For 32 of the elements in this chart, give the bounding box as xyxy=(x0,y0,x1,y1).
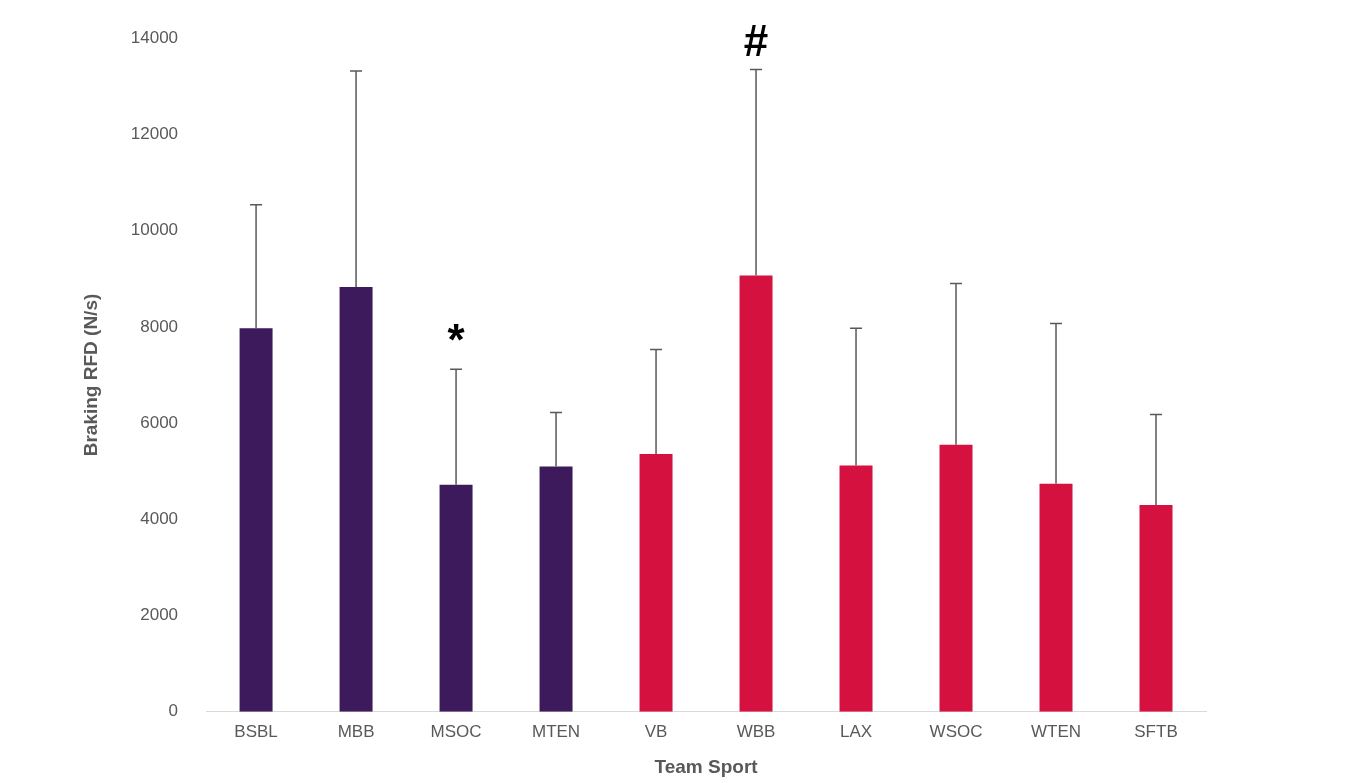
x-tick-label: WTEN xyxy=(1030,721,1082,741)
x-axis-title: Team Sport xyxy=(654,755,759,777)
y-tick-label: 6000 xyxy=(140,412,179,432)
bar xyxy=(239,328,273,712)
bar xyxy=(739,275,773,712)
x-tick-label: MBB xyxy=(337,721,375,741)
x-tick-label: LAX xyxy=(839,721,873,741)
x-tick-label: WBB xyxy=(736,721,776,741)
bar xyxy=(939,444,973,712)
y-axis-title: Braking RFD (N/s) xyxy=(79,293,101,457)
bar xyxy=(639,453,673,712)
x-tick-label: MSOC xyxy=(430,721,482,741)
x-tick-label: WSOC xyxy=(929,721,983,741)
y-tick-label: 10000 xyxy=(130,220,179,240)
annotation: # xyxy=(743,15,769,65)
x-tick-label: MTEN xyxy=(531,721,581,741)
x-tick-label: BSBL xyxy=(234,721,278,741)
annotation: * xyxy=(447,315,466,365)
y-tick-label: 12000 xyxy=(130,124,179,144)
y-tick-label: 14000 xyxy=(130,27,179,47)
bar xyxy=(539,466,573,712)
bar xyxy=(1039,483,1073,712)
y-tick-label: 2000 xyxy=(140,605,179,625)
y-tick-label: 8000 xyxy=(140,316,179,336)
bar xyxy=(839,465,873,712)
bar xyxy=(1139,504,1173,712)
y-tick-label: 0 xyxy=(168,701,179,721)
y-tick-label: 4000 xyxy=(140,509,179,529)
x-tick-label: SFTB xyxy=(1134,721,1178,741)
bar xyxy=(339,286,373,712)
bar xyxy=(439,484,473,712)
x-tick-label: VB xyxy=(644,721,668,741)
